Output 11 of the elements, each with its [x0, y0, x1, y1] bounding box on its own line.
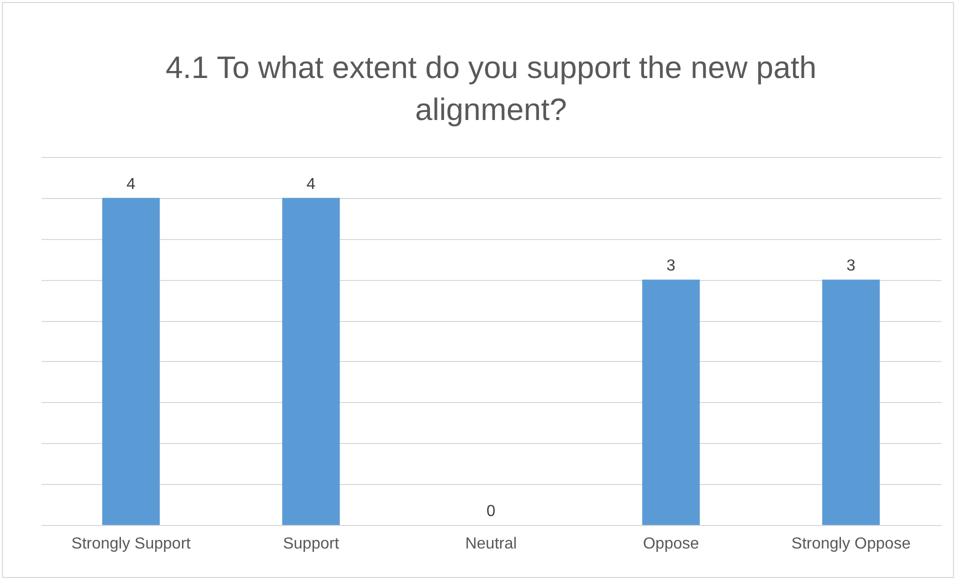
- data-label: 3: [666, 258, 676, 275]
- data-label: 0: [486, 503, 496, 520]
- data-label: 4: [306, 176, 316, 193]
- data-label: 4: [126, 176, 136, 193]
- x-tick-label: Neutral: [465, 536, 517, 552]
- x-tick-label: Support: [282, 536, 340, 552]
- x-tick-label: Strongly Support: [71, 536, 192, 552]
- x-tick-label: Strongly Oppose: [791, 536, 911, 552]
- chart-title: 4.1 To what extent do you support the new path alignment?: [166, 50, 816, 127]
- x-tick-label: Oppose: [642, 536, 700, 552]
- data-label: 3: [846, 258, 856, 275]
